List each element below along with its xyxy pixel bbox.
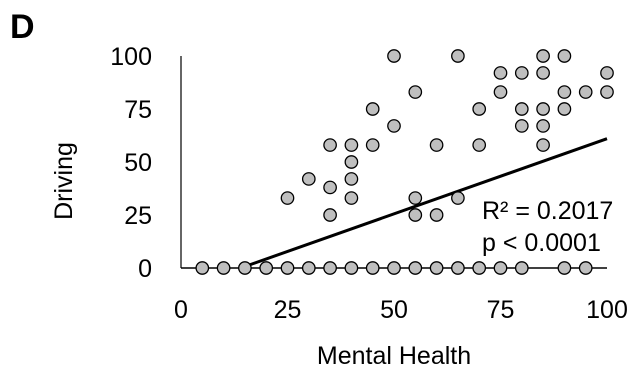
data-point — [536, 138, 550, 152]
data-point — [408, 191, 423, 205]
data-point — [557, 85, 572, 99]
data-point — [451, 261, 465, 275]
y-tick-label: 0 — [138, 255, 152, 283]
data-point — [600, 85, 614, 99]
data-point — [429, 208, 444, 222]
data-point — [301, 172, 316, 186]
x-tick-label: 0 — [174, 296, 188, 324]
data-point — [429, 261, 444, 275]
data-point — [536, 102, 550, 116]
panel-label: D — [10, 8, 35, 46]
data-point — [344, 138, 359, 152]
data-point — [514, 261, 529, 275]
y-tick-label: 25 — [124, 202, 152, 230]
x-tick-label: 75 — [487, 296, 515, 324]
data-point — [280, 261, 295, 275]
data-point — [365, 261, 380, 275]
data-point — [323, 138, 337, 152]
data-point — [472, 261, 487, 275]
data-point — [557, 261, 572, 275]
data-point — [387, 119, 401, 133]
data-point — [493, 261, 508, 275]
data-point — [408, 208, 423, 222]
data-point — [365, 102, 380, 116]
data-point — [514, 102, 529, 116]
r-squared-annotation: R² = 0.2017 — [482, 197, 613, 225]
data-point — [472, 102, 487, 116]
data-point — [301, 261, 316, 275]
data-point — [387, 49, 401, 63]
data-point — [536, 49, 550, 63]
data-point — [195, 261, 210, 275]
data-point — [323, 208, 337, 222]
data-point — [323, 180, 337, 195]
data-point — [387, 261, 401, 275]
x-tick-labels: 0 25 50 75 100 — [174, 296, 628, 324]
data-point — [238, 261, 252, 275]
data-point — [578, 85, 593, 99]
x-tick-label: 50 — [380, 296, 408, 324]
y-tick-label: 100 — [110, 43, 152, 71]
data-point — [323, 261, 337, 275]
data-point — [344, 191, 359, 205]
data-point — [600, 66, 614, 80]
y-tick-label: 50 — [124, 149, 152, 177]
data-point — [216, 261, 231, 275]
data-point — [344, 155, 359, 169]
data-point — [344, 172, 359, 186]
data-point — [514, 119, 529, 133]
data-point — [365, 138, 380, 152]
p-value-annotation: p < 0.0001 — [482, 229, 601, 257]
data-point — [280, 191, 295, 205]
data-point — [578, 261, 593, 275]
data-point — [514, 66, 529, 80]
data-point — [493, 85, 508, 99]
x-tick-label: 100 — [586, 296, 628, 324]
y-tick-label: 75 — [124, 96, 152, 124]
data-point — [557, 49, 572, 63]
data-point — [536, 66, 550, 80]
y-axis-title: Driving — [50, 142, 78, 220]
data-point — [408, 85, 423, 99]
data-points — [195, 49, 614, 275]
data-point — [451, 191, 465, 205]
data-point — [259, 261, 274, 275]
data-point — [493, 66, 508, 80]
data-point — [429, 138, 444, 152]
data-point — [472, 138, 487, 152]
data-point — [536, 119, 550, 133]
data-point — [451, 49, 465, 63]
data-point — [557, 102, 572, 116]
data-point — [408, 261, 423, 275]
trendline — [240, 137, 608, 270]
x-tick-label: 25 — [274, 296, 302, 324]
y-tick-labels: 0 25 50 75 100 — [110, 43, 152, 283]
data-point — [344, 261, 359, 275]
x-axis-title: Mental Health — [317, 342, 471, 370]
